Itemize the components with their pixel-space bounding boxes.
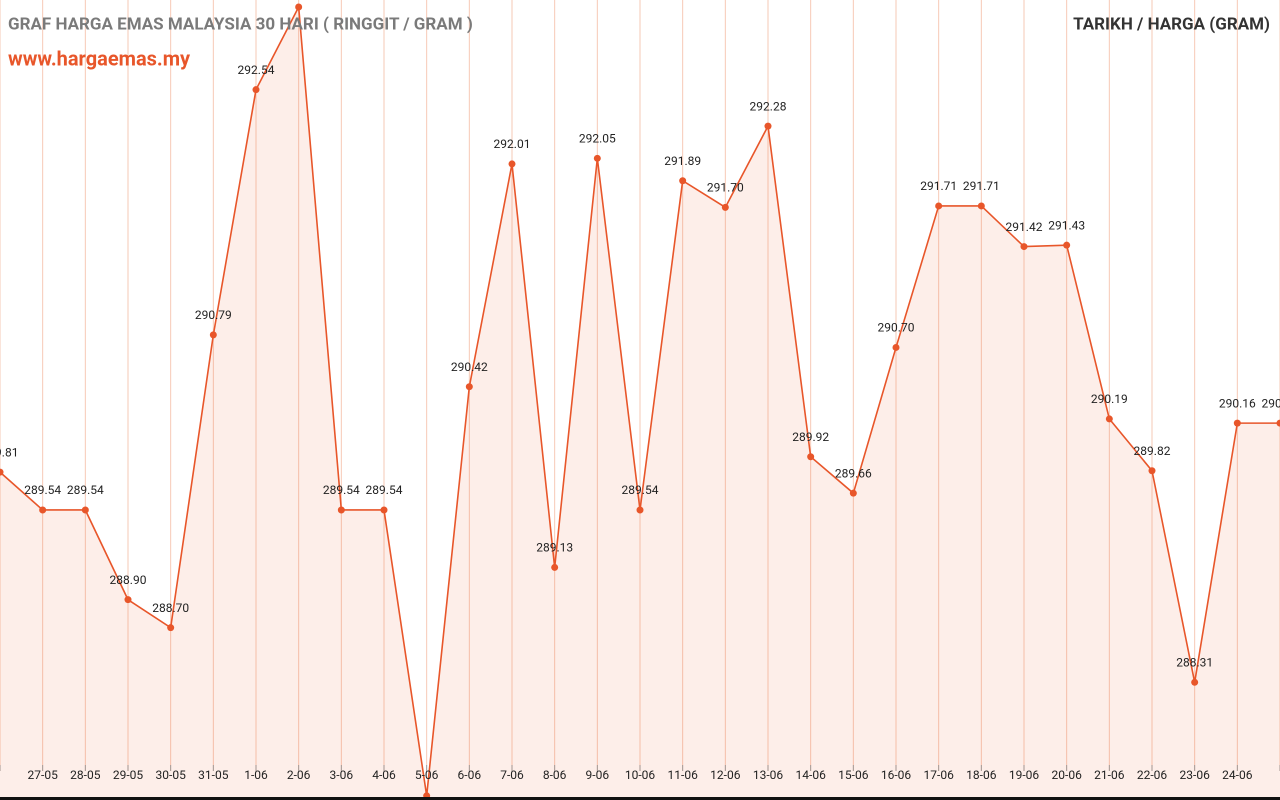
value-label: 291.43 <box>1048 218 1085 232</box>
value-label: 289.54 <box>622 483 659 497</box>
point <box>39 506 47 514</box>
value-label: 292.05 <box>579 131 616 145</box>
point <box>764 122 772 130</box>
chart-subtitle: www.hargaemas.my <box>8 46 191 70</box>
x-tick-label: 22-06 <box>1137 768 1168 782</box>
x-tick-label: 13-06 <box>753 768 784 782</box>
value-label: 291.42 <box>1006 220 1043 234</box>
chart-title: GRAF HARGA EMAS MALAYSIA 30 HARI ( RINGG… <box>8 14 473 34</box>
point <box>1233 419 1241 427</box>
x-tick-label: 17-06 <box>924 768 955 782</box>
value-label: 289.82 <box>1134 444 1171 458</box>
point <box>1191 678 1199 686</box>
point <box>849 489 857 497</box>
point <box>593 154 601 162</box>
value-label: 289.92 <box>792 430 829 444</box>
point <box>295 3 303 11</box>
x-tick-label: 4-06 <box>372 768 396 782</box>
area <box>0 7 1280 800</box>
value-label: 292.28 <box>750 99 787 113</box>
point <box>1276 419 1280 427</box>
x-tick-label: 3-06 <box>330 768 354 782</box>
x-tick-label: 7-06 <box>500 768 524 782</box>
plot <box>0 3 1280 800</box>
point <box>892 343 900 351</box>
value-label: 292.54 <box>238 63 275 77</box>
point <box>252 86 260 94</box>
grid <box>0 0 1280 771</box>
x-tick-label: 5-06 <box>415 768 439 782</box>
x-tick-label: 21-06 <box>1094 768 1125 782</box>
value-label: 290.16 <box>1219 396 1256 410</box>
value-label: 291.71 <box>963 179 1000 193</box>
x-tick-label: 6-06 <box>458 768 482 782</box>
x-tick-label: 18-06 <box>966 768 997 782</box>
x-tick-label: 28-05 <box>70 768 101 782</box>
x-tick-label: 23-06 <box>1180 768 1211 782</box>
value-label: 289.54 <box>24 483 61 497</box>
point <box>124 596 132 604</box>
point <box>337 506 345 514</box>
value-label: 289.54 <box>67 483 104 497</box>
value-label: 292.01 <box>494 137 531 151</box>
x-tick-label: 2-06 <box>287 768 311 782</box>
x-tick-label: 11-06 <box>668 768 699 782</box>
point <box>167 624 175 632</box>
point <box>1105 415 1113 423</box>
x-tick-label: 9-06 <box>586 768 610 782</box>
point <box>721 203 729 211</box>
point <box>380 506 388 514</box>
x-tick-label: 19-06 <box>1009 768 1040 782</box>
bottom-bar <box>0 797 1280 800</box>
point <box>1148 467 1156 475</box>
point <box>1063 241 1071 249</box>
point <box>508 160 516 168</box>
value-label: 291.70 <box>707 181 744 195</box>
value-label: 291.89 <box>664 154 701 168</box>
x-tick-label: 8-06 <box>543 768 567 782</box>
point <box>0 468 4 476</box>
value-label: 290.79 <box>195 308 232 322</box>
point <box>935 202 943 210</box>
x-tick-label: 24-06 <box>1222 768 1253 782</box>
x-tick-label: 12-06 <box>710 768 741 782</box>
value-label: 289.54 <box>323 483 360 497</box>
x-tick-label: 1-06 <box>244 768 268 782</box>
point <box>636 506 644 514</box>
point <box>977 202 985 210</box>
value-label: 288.31 <box>1176 655 1213 669</box>
x-tick-label: 31-05 <box>198 768 229 782</box>
x-tick-label: 30-05 <box>156 768 187 782</box>
value-label: 291.71 <box>920 179 957 193</box>
value-label: 289.54 <box>366 483 403 497</box>
value-label: 290.70 <box>878 321 915 335</box>
value-label: 290.42 <box>451 360 488 374</box>
x-tick-label: 16-06 <box>881 768 912 782</box>
value-label: 290.19 <box>1091 392 1128 406</box>
x-tick-label: 14-06 <box>796 768 827 782</box>
x-tick-label: 10-06 <box>625 768 656 782</box>
point <box>209 331 217 339</box>
x-tick-label: 15-06 <box>838 768 869 782</box>
legend-label: TARIKH / HARGA (GRAM) <box>1073 14 1270 34</box>
value-label: 289.13 <box>536 541 573 555</box>
point <box>465 383 473 391</box>
x-tick-label: 29-05 <box>113 768 144 782</box>
x-tick-label: 20-06 <box>1052 768 1083 782</box>
point <box>551 563 559 571</box>
value-label: 289.66 <box>835 466 872 480</box>
value-label: 290.16 <box>1262 396 1280 410</box>
labels: 27-05 28-05 29-05 30-05 31-05 1-06 2-06 3-06 4-0… <box>0 63 1280 782</box>
value-label: 289.81 <box>0 445 18 459</box>
point <box>807 453 815 461</box>
point <box>1020 243 1028 251</box>
value-label: 288.70 <box>152 601 189 615</box>
point <box>679 177 687 185</box>
point <box>81 506 89 514</box>
value-label: 288.90 <box>110 573 147 587</box>
x-tick-label: 27-05 <box>28 768 59 782</box>
